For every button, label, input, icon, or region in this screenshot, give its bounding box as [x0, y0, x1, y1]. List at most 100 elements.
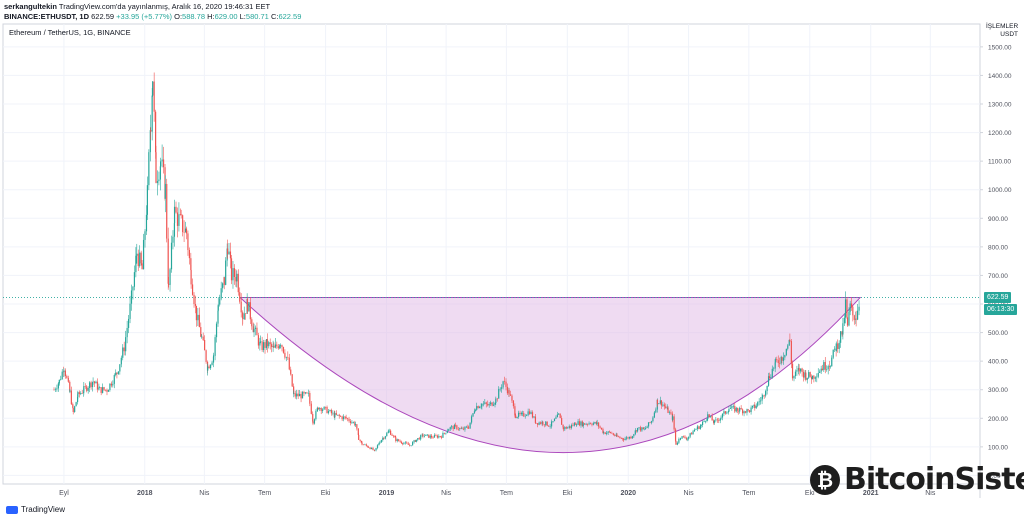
- candle-body: [842, 323, 844, 335]
- candle-body: [813, 375, 815, 379]
- candle-body: [744, 411, 747, 413]
- candle-body: [609, 432, 611, 433]
- candle-body: [742, 409, 744, 414]
- candle-body: [696, 426, 699, 429]
- x-tick-label: Nis: [441, 490, 452, 497]
- candle-body: [64, 370, 66, 377]
- symbol-line: BINANCE:ETHUSDT, 1D 622.59 +33.95 (+5.77…: [4, 12, 301, 22]
- candle-body: [826, 369, 828, 370]
- candle-body: [591, 423, 593, 425]
- candle-body: [66, 376, 68, 378]
- candle-body: [598, 422, 600, 427]
- candle-body: [681, 436, 683, 439]
- candle-body: [534, 416, 537, 423]
- candle-body: [120, 357, 122, 365]
- candle-body: [820, 368, 822, 372]
- candle-body: [517, 412, 520, 417]
- candle-body: [173, 223, 176, 237]
- candle-body: [188, 249, 190, 259]
- candle-body: [472, 413, 474, 417]
- candle-body: [634, 430, 636, 435]
- candle-body: [754, 404, 756, 409]
- candle-body: [53, 389, 55, 391]
- candle-body: [356, 424, 358, 429]
- candle-body: [572, 425, 574, 426]
- candle-body: [667, 407, 669, 413]
- candle-body: [726, 412, 728, 414]
- candle-body: [240, 301, 242, 313]
- candle-body: [158, 179, 160, 182]
- candle-body: [365, 444, 367, 446]
- candle-body: [829, 366, 831, 367]
- x-tick-label: Nis: [199, 490, 210, 497]
- candle-body: [630, 436, 632, 439]
- candle-body: [166, 183, 168, 239]
- candle-body: [291, 374, 293, 387]
- candle-body: [588, 423, 590, 425]
- candle-body: [180, 214, 182, 216]
- candle-body: [383, 437, 385, 439]
- candle-body: [753, 404, 755, 406]
- candle-body: [506, 386, 509, 394]
- candle-body: [599, 426, 601, 428]
- candle-body: [616, 434, 618, 437]
- candle-body: [849, 303, 851, 312]
- candle-body: [153, 81, 155, 112]
- candle-body: [482, 403, 484, 405]
- candle-body: [503, 381, 506, 382]
- currency-label: İŞLEMLER USDT: [986, 23, 1018, 39]
- candle-body: [72, 407, 74, 412]
- ohlc-o-label: O:: [174, 12, 183, 21]
- candle-body: [718, 420, 720, 421]
- candle-body: [126, 327, 128, 338]
- candle-body: [106, 389, 108, 392]
- candle-body: [337, 414, 339, 416]
- candle-body: [99, 387, 101, 388]
- candle-body: [459, 428, 461, 430]
- candle-body: [633, 434, 635, 437]
- candle-body: [349, 421, 352, 423]
- candle-body: [461, 428, 463, 430]
- candle-body: [361, 440, 363, 443]
- candle-body: [420, 435, 422, 440]
- candle-body: [642, 427, 644, 429]
- candle-body: [538, 422, 540, 425]
- candle-body: [719, 418, 721, 421]
- candle-body: [851, 303, 853, 307]
- candle-body: [380, 440, 382, 443]
- candle-body: [214, 337, 216, 356]
- candle-body: [755, 405, 757, 409]
- candle-body: [793, 376, 795, 379]
- candle-body: [663, 404, 665, 407]
- candle-body: [394, 435, 396, 438]
- candle-body: [763, 395, 765, 397]
- candle-body: [527, 411, 529, 416]
- candle-body: [187, 233, 189, 250]
- candle-body: [329, 410, 331, 412]
- candle-body: [774, 362, 776, 369]
- candle-body: [757, 402, 759, 406]
- footer-brand[interactable]: TradingView: [21, 505, 66, 514]
- candle-body: [682, 436, 685, 437]
- candle-body: [747, 409, 749, 411]
- candle-body: [148, 152, 150, 186]
- candle-body: [595, 422, 597, 425]
- candle-body: [746, 409, 748, 413]
- candle-body: [324, 406, 327, 408]
- candle-body: [370, 447, 373, 450]
- candle-body: [282, 347, 285, 353]
- y-tick-label: 1100.00: [988, 159, 1011, 166]
- candle-body: [425, 434, 427, 436]
- candle-body: [260, 341, 262, 343]
- candle-body: [304, 392, 307, 394]
- candle-body: [829, 366, 831, 367]
- candle-body: [173, 206, 176, 224]
- candle-body: [69, 390, 71, 392]
- candle-body: [692, 431, 694, 435]
- candle-body: [530, 412, 532, 414]
- candle-body: [801, 368, 803, 372]
- candle-body: [93, 381, 96, 384]
- candle-body: [190, 258, 192, 271]
- candle-body: [672, 416, 674, 420]
